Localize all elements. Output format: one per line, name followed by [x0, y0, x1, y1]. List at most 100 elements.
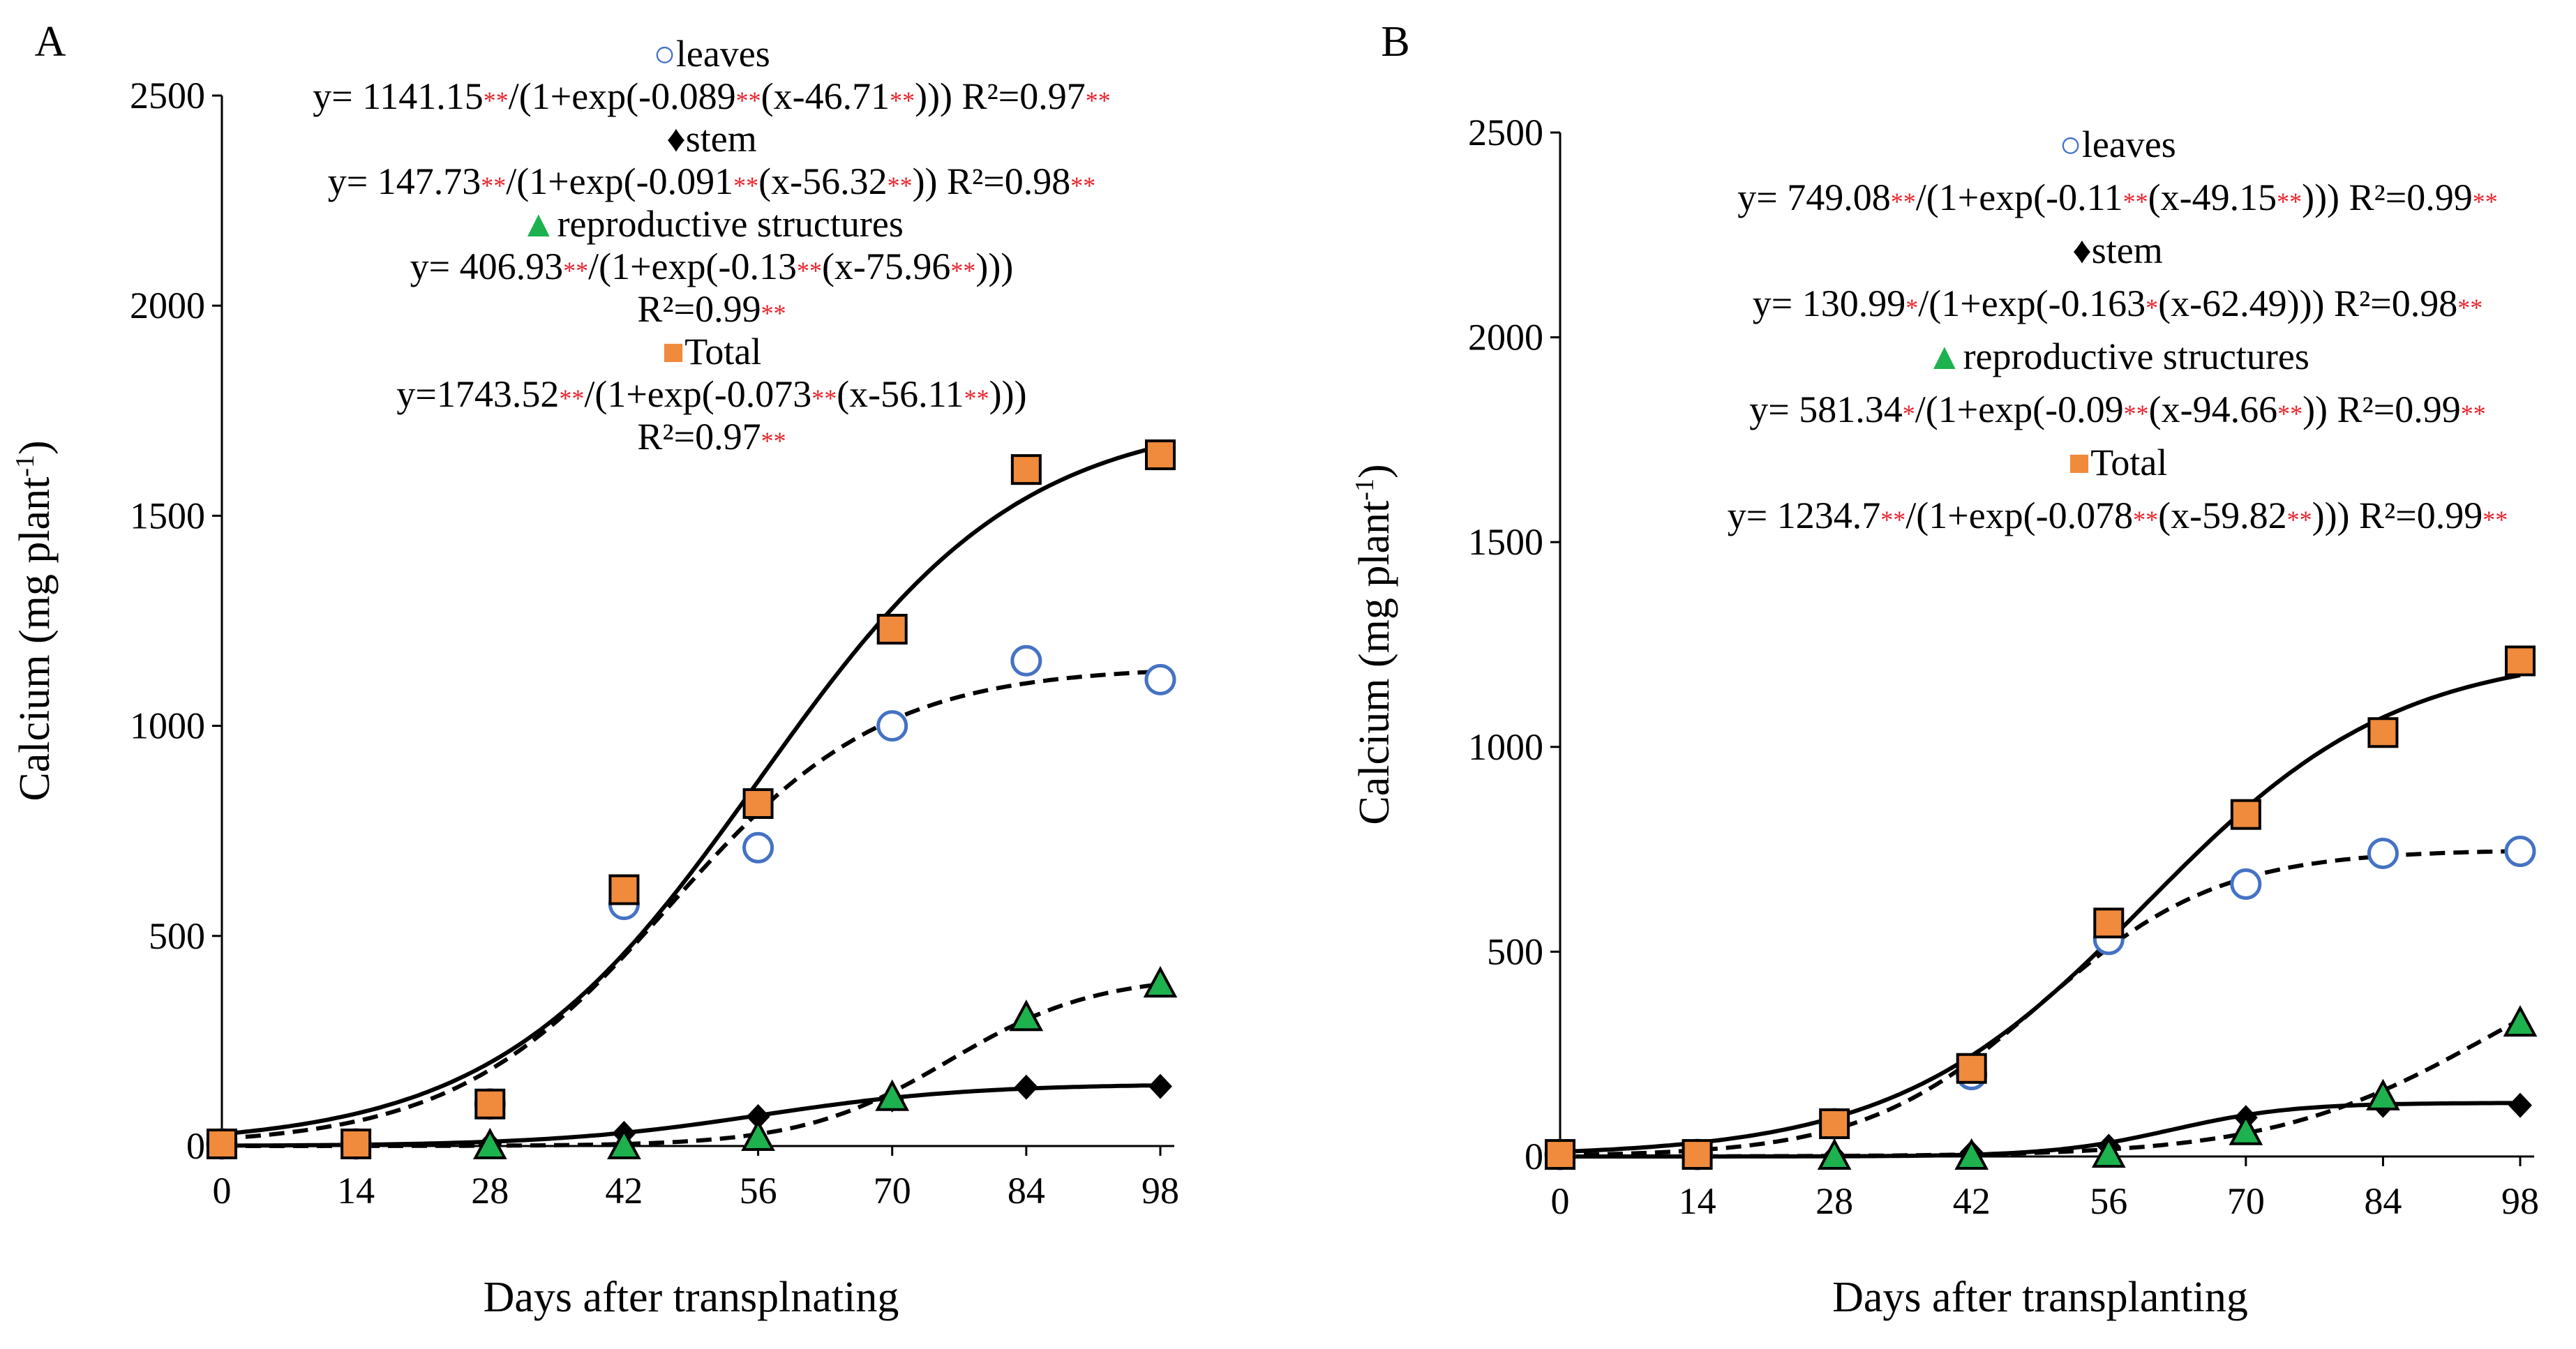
- significance-stars: **: [1086, 86, 1111, 114]
- equation-text: /(1+exp(-0.11: [1916, 176, 2123, 218]
- y-axis-title-sup: -1: [10, 455, 40, 477]
- data-point-leaves: [2230, 868, 2262, 900]
- data-point-reproductive-structures: [2503, 1004, 2538, 1037]
- data-point-Total: [1819, 1108, 1850, 1140]
- legend-label: stem: [2092, 229, 2163, 271]
- equation-text: /(1+exp(-0.078: [1905, 495, 2133, 536]
- legend-label: stem: [686, 118, 757, 160]
- y-axis-title-main: Calcium (mg plant: [11, 477, 59, 801]
- significance-stars: **: [888, 172, 913, 199]
- data-point-reproductive-structures: [1143, 965, 1178, 998]
- data-point-Total: [2367, 717, 2399, 748]
- data-point-Total: [1956, 1053, 1987, 1084]
- significance-stars: **: [2287, 506, 2312, 534]
- equation-text: y= 130.99: [1753, 282, 1905, 324]
- equation-text: R²=0.99: [637, 288, 761, 330]
- significance-stars: **: [484, 86, 509, 114]
- y-tick-label: 2500: [130, 75, 205, 116]
- x-tick-label: 28: [471, 1170, 509, 1212]
- legend-entry: ○leaves: [2059, 123, 2176, 165]
- equation-text: y= 749.08: [1737, 176, 1890, 218]
- x-tick-label: 84: [2364, 1180, 2402, 1222]
- data-point-stem: [746, 1103, 770, 1129]
- equation-line: R²=0.97**: [637, 416, 786, 458]
- x-tick-label: 56: [2090, 1180, 2127, 1222]
- legend-symbol: ○: [653, 33, 676, 75]
- legend-label: leaves: [2082, 123, 2176, 165]
- y-tick-label: 1000: [130, 705, 205, 747]
- significance-stars: **: [481, 172, 506, 199]
- equation-text: /(1+exp(-0.091: [506, 160, 733, 202]
- legend-entry: ○leaves: [653, 33, 770, 75]
- equation-text: /(1+exp(-0.089: [509, 75, 736, 117]
- equation-line: y= 1234.7**/(1+exp(-0.078**(x-59.82**)))…: [1728, 495, 2508, 536]
- legend-entry: ■Total: [662, 331, 762, 372]
- significance-stars: **: [2133, 506, 2158, 534]
- significance-stars: **: [964, 384, 989, 412]
- equation-text: y= 406.93: [410, 246, 563, 287]
- y-tick-label: 2000: [1468, 317, 1543, 359]
- data-point-leaves: [2504, 836, 2536, 868]
- equation-line: y= 406.93**/(1+exp(-0.13**(x-75.96**))): [410, 246, 1014, 287]
- significance-stars: **: [2457, 294, 2483, 322]
- equation-line: y= 749.08**/(1+exp(-0.11**(x-49.15**))) …: [1737, 176, 2497, 218]
- legend-symbol: ♦: [2072, 229, 2092, 271]
- equation-text: )) R²=0.99: [2302, 389, 2461, 430]
- equation-line: y= 147.73**/(1+exp(-0.091**(x-56.32**)) …: [328, 160, 1095, 202]
- significance-stars: **: [2124, 400, 2149, 428]
- equation-text: ))) R²=0.99: [2312, 495, 2483, 536]
- x-tick-label: 42: [1953, 1180, 1991, 1222]
- x-tick-label: 98: [1141, 1170, 1179, 1212]
- equation-text: )) R²=0.98: [913, 160, 1071, 202]
- data-point-leaves: [1144, 663, 1176, 695]
- equation-line: R²=0.99**: [637, 288, 786, 330]
- legend-symbol: ■: [2068, 442, 2091, 483]
- x-tick-label: 0: [213, 1170, 232, 1212]
- y-tick-label: 0: [186, 1125, 205, 1167]
- fit-curve-Total: [1559, 673, 2521, 1154]
- x-tick-label: 56: [740, 1170, 777, 1212]
- data-point-Total: [742, 788, 774, 820]
- equation-text: /(1+exp(-0.163: [1918, 282, 2146, 324]
- x-tick-label: 70: [874, 1170, 911, 1212]
- data-point-leaves: [1010, 645, 1042, 677]
- fit-curve-leaves: [221, 669, 1161, 1141]
- x-tick-label: 0: [1551, 1180, 1570, 1222]
- significance-stars: **: [2277, 400, 2302, 428]
- equation-text: (x-56.32: [758, 160, 887, 202]
- data-point-reproductive-structures: [472, 1127, 507, 1159]
- data-point-reproductive-structures: [741, 1119, 775, 1151]
- fit-curve-Total: [221, 444, 1161, 1136]
- significance-stars: **: [761, 299, 786, 327]
- y-axis-title: Calcium (mg plant-1): [10, 440, 59, 801]
- fit-curve-leaves: [1559, 849, 2521, 1157]
- y-tick-label: 1500: [130, 495, 205, 536]
- data-point-stem: [2508, 1092, 2532, 1118]
- x-tick-label: 42: [605, 1170, 643, 1212]
- significance-stars: **: [733, 172, 758, 199]
- legend-label: reproductive structures: [557, 203, 904, 245]
- equation-text: y= 1141.15: [313, 75, 483, 117]
- significance-stars: **: [2123, 188, 2148, 216]
- equation-line: y= 130.99*/(1+exp(-0.163*(x-62.49))) R²=…: [1753, 282, 2483, 324]
- data-point-reproductive-structures: [1954, 1138, 1989, 1170]
- data-point-Total: [2230, 799, 2261, 830]
- significance-stars: **: [2483, 506, 2508, 534]
- y-tick-label: 2500: [1468, 112, 1543, 153]
- significance-stars: **: [950, 257, 975, 285]
- equation-text: (x-49.15: [2148, 176, 2277, 218]
- significance-stars: **: [2461, 400, 2486, 428]
- legend-label: leaves: [676, 33, 770, 75]
- significance-stars: **: [736, 86, 761, 114]
- data-point-reproductive-structures: [2366, 1078, 2400, 1110]
- legend-symbol: ♦: [666, 118, 686, 160]
- equation-text: y= 147.73: [328, 160, 481, 202]
- data-point-reproductive-structures: [607, 1127, 641, 1159]
- legend-symbol: ■: [662, 331, 685, 372]
- panel-b: B 0 500 1000 1500 2000 2500 0 14 28 42 56 70 84 98 Days…: [1350, 18, 2539, 1321]
- equation-text: (x-75.96: [822, 246, 950, 287]
- equation-text: ))): [989, 373, 1027, 415]
- y-axis-title-end: ): [1351, 464, 1398, 478]
- equation-text: ))) R²=0.99: [2302, 176, 2473, 218]
